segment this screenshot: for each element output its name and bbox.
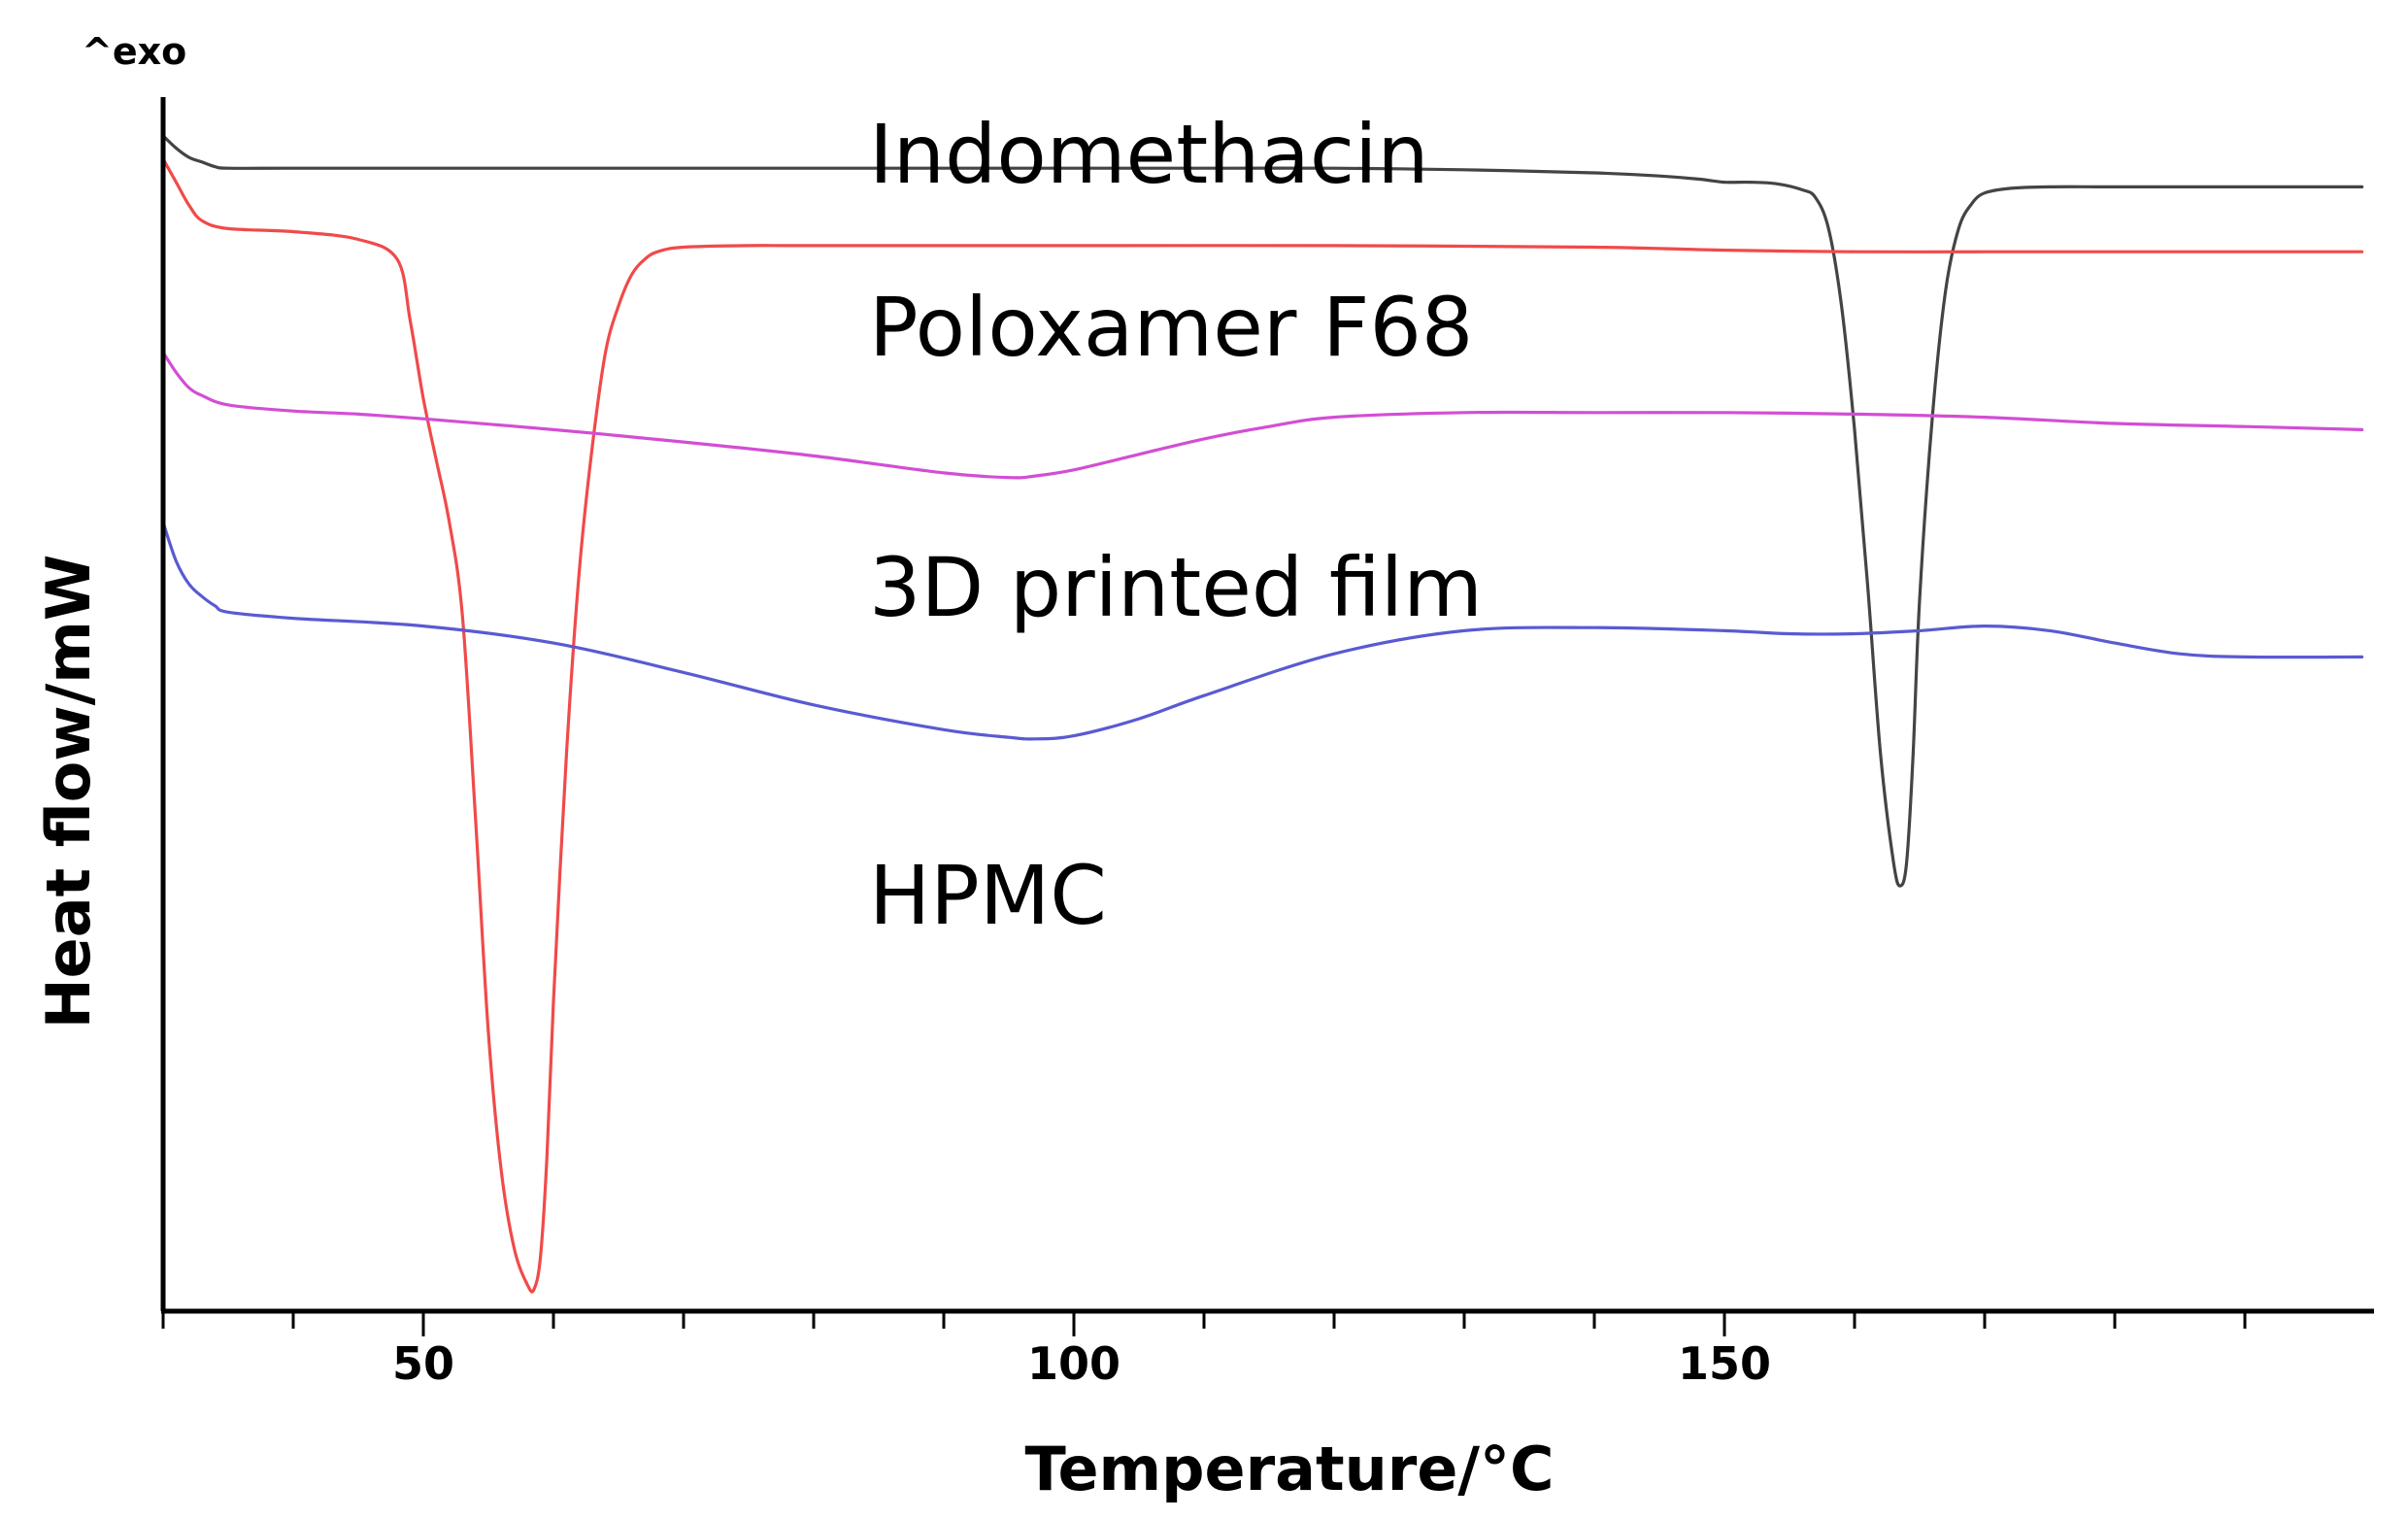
series-layer bbox=[161, 134, 2364, 1294]
y-axis-title: Heat flow/mW bbox=[33, 555, 104, 1029]
x-tick-label: 100 bbox=[1027, 1337, 1120, 1390]
exo-direction-label: ^exo bbox=[82, 30, 186, 73]
x-tick-layer: 50 100 150 bbox=[161, 1311, 2247, 1390]
x-tick-label: 50 bbox=[392, 1337, 454, 1390]
series-line-3d-printed-film bbox=[161, 351, 2364, 480]
series-label-3d-printed-film: 3D printed film bbox=[869, 540, 1483, 635]
series-label-indomethacin: Indomethacin bbox=[869, 107, 1429, 202]
x-axis-title: Temperature/°C bbox=[1024, 1434, 1554, 1504]
series-label-hpmc: HPMC bbox=[869, 848, 1107, 943]
series-label-poloxamer-f68: Poloxamer F68 bbox=[869, 280, 1473, 375]
series-line-indomethacin bbox=[161, 134, 2364, 888]
series-line-hpmc bbox=[161, 521, 2364, 741]
x-tick-label: 150 bbox=[1678, 1337, 1771, 1390]
series-line-poloxamer-f68 bbox=[161, 157, 2364, 1294]
